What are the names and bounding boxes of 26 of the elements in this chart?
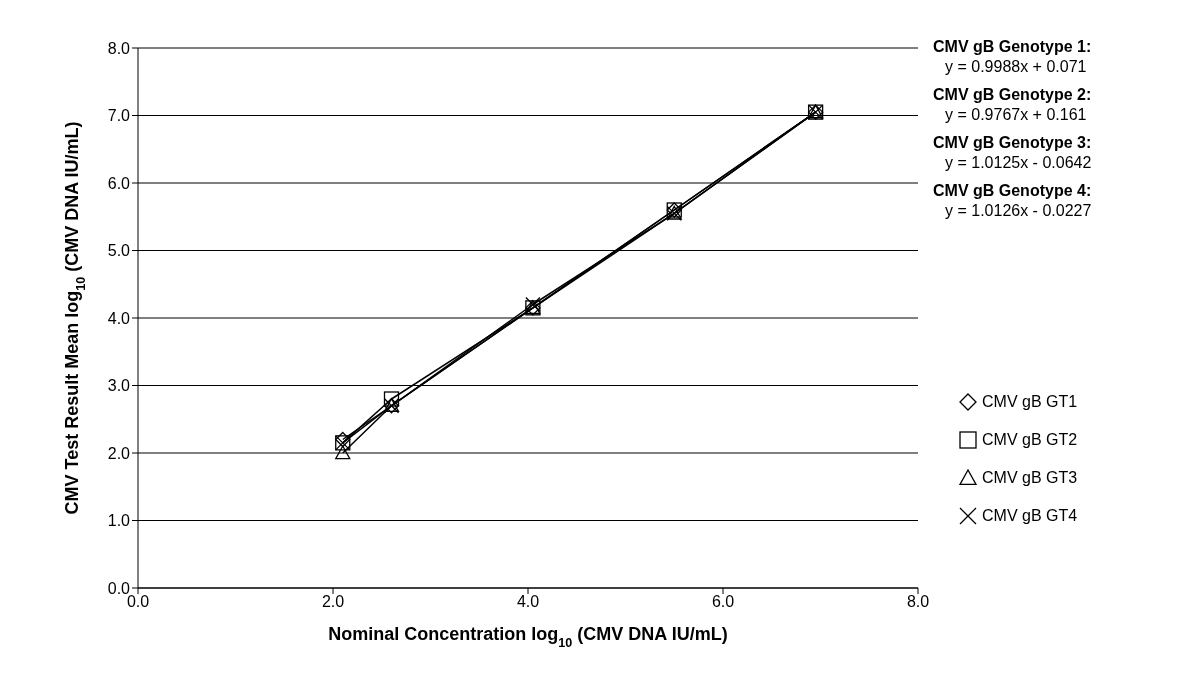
text: CMV gB Genotype 4: xyxy=(933,182,1093,200)
x-tick-label: 2.0 xyxy=(321,593,345,611)
y-tick-label: 6.0 xyxy=(107,174,131,192)
x-tick-label: 0.0 xyxy=(126,593,150,611)
x-tick-label: 6.0 xyxy=(711,593,735,611)
text: y = 1.0125x - 0.0642 xyxy=(944,154,1093,172)
text: y = 0.9988x + 0.071 xyxy=(944,58,1088,76)
text: CMV gB Genotype 3: xyxy=(933,134,1093,152)
y-tick-label: 4.0 xyxy=(107,309,131,327)
y-tick-label: 2.0 xyxy=(107,444,131,462)
text: y = 1.0126x - 0.0227 xyxy=(944,202,1093,220)
y-tick-label: 8.0 xyxy=(107,39,131,57)
text: CMV gB Genotype 1: xyxy=(933,38,1093,56)
text: y = 0.9767x + 0.161 xyxy=(944,106,1088,124)
x-axis-title: Nominal Concentration log$_{10}$ (CMV DNA IU/mL) xyxy=(328,624,728,650)
y-tick-label: 3.0 xyxy=(107,377,131,395)
y-tick-label: 5.0 xyxy=(107,242,131,260)
y-tick-label: 7.0 xyxy=(107,107,131,125)
y-tick-label: 1.0 xyxy=(107,512,131,530)
legend-label: CMV gB GT2 xyxy=(982,431,1078,449)
legend-label: CMV gB GT1 xyxy=(982,393,1078,411)
x-tick-label: 8.0 xyxy=(906,593,930,611)
x-tick-label: 4.0 xyxy=(516,593,540,611)
legend-label: CMV gB GT3 xyxy=(982,469,1078,487)
legend-label: CMV gB GT4 xyxy=(982,507,1078,525)
text: CMV gB Genotype 2: xyxy=(933,86,1093,104)
